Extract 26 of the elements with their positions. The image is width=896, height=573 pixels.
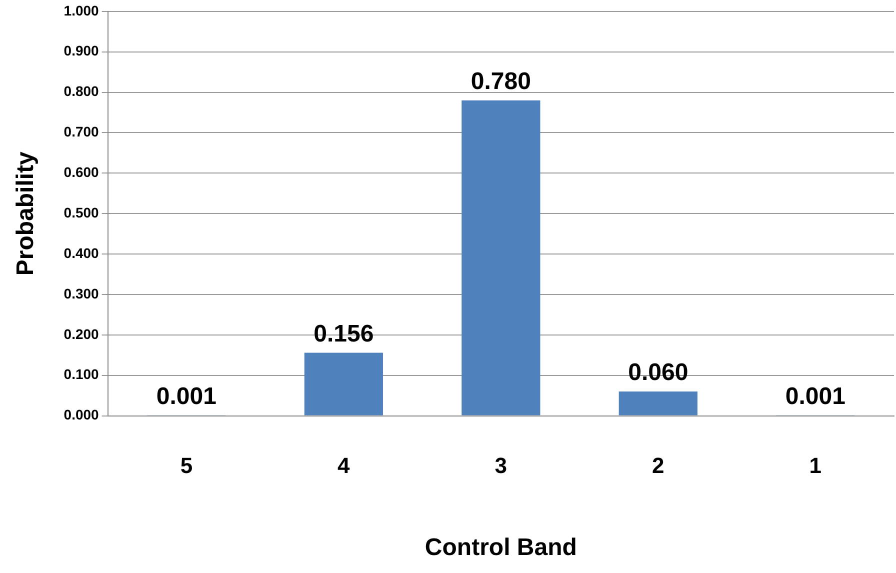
y-tick-label: 0.000 [64,406,100,423]
x-tick-label: 4 [338,453,351,478]
y-tick-label: 0.600 [64,164,100,180]
y-tick-label: 0.100 [64,366,100,382]
y-tick-label: 0.900 [64,42,100,59]
data-label: 0.001 [156,383,216,410]
y-tick-label: 0.300 [64,285,100,302]
bar [304,352,383,416]
x-tick-label: 5 [180,453,193,478]
bar [618,392,698,416]
x-tick-label: 1 [809,453,822,478]
x-tick-label: 3 [494,453,508,478]
x-axis-title: Control Band [424,534,577,562]
y-tick-label: 0.800 [64,83,100,100]
data-label: 0.001 [785,383,846,410]
data-label: 0.156 [314,320,374,348]
y-axis-title: Probability [12,150,40,276]
x-tick-label: 2 [652,453,664,478]
y-tick-label: 0.500 [64,204,100,220]
data-label: 0.780 [470,68,531,95]
bar [462,100,540,416]
data-label: 0.060 [628,359,688,386]
y-tick-label: 0.400 [64,244,100,261]
y-tick-label: 0.700 [64,124,100,140]
y-tick-label: 1.000 [64,2,100,18]
y-tick-label: 0.200 [64,326,100,342]
